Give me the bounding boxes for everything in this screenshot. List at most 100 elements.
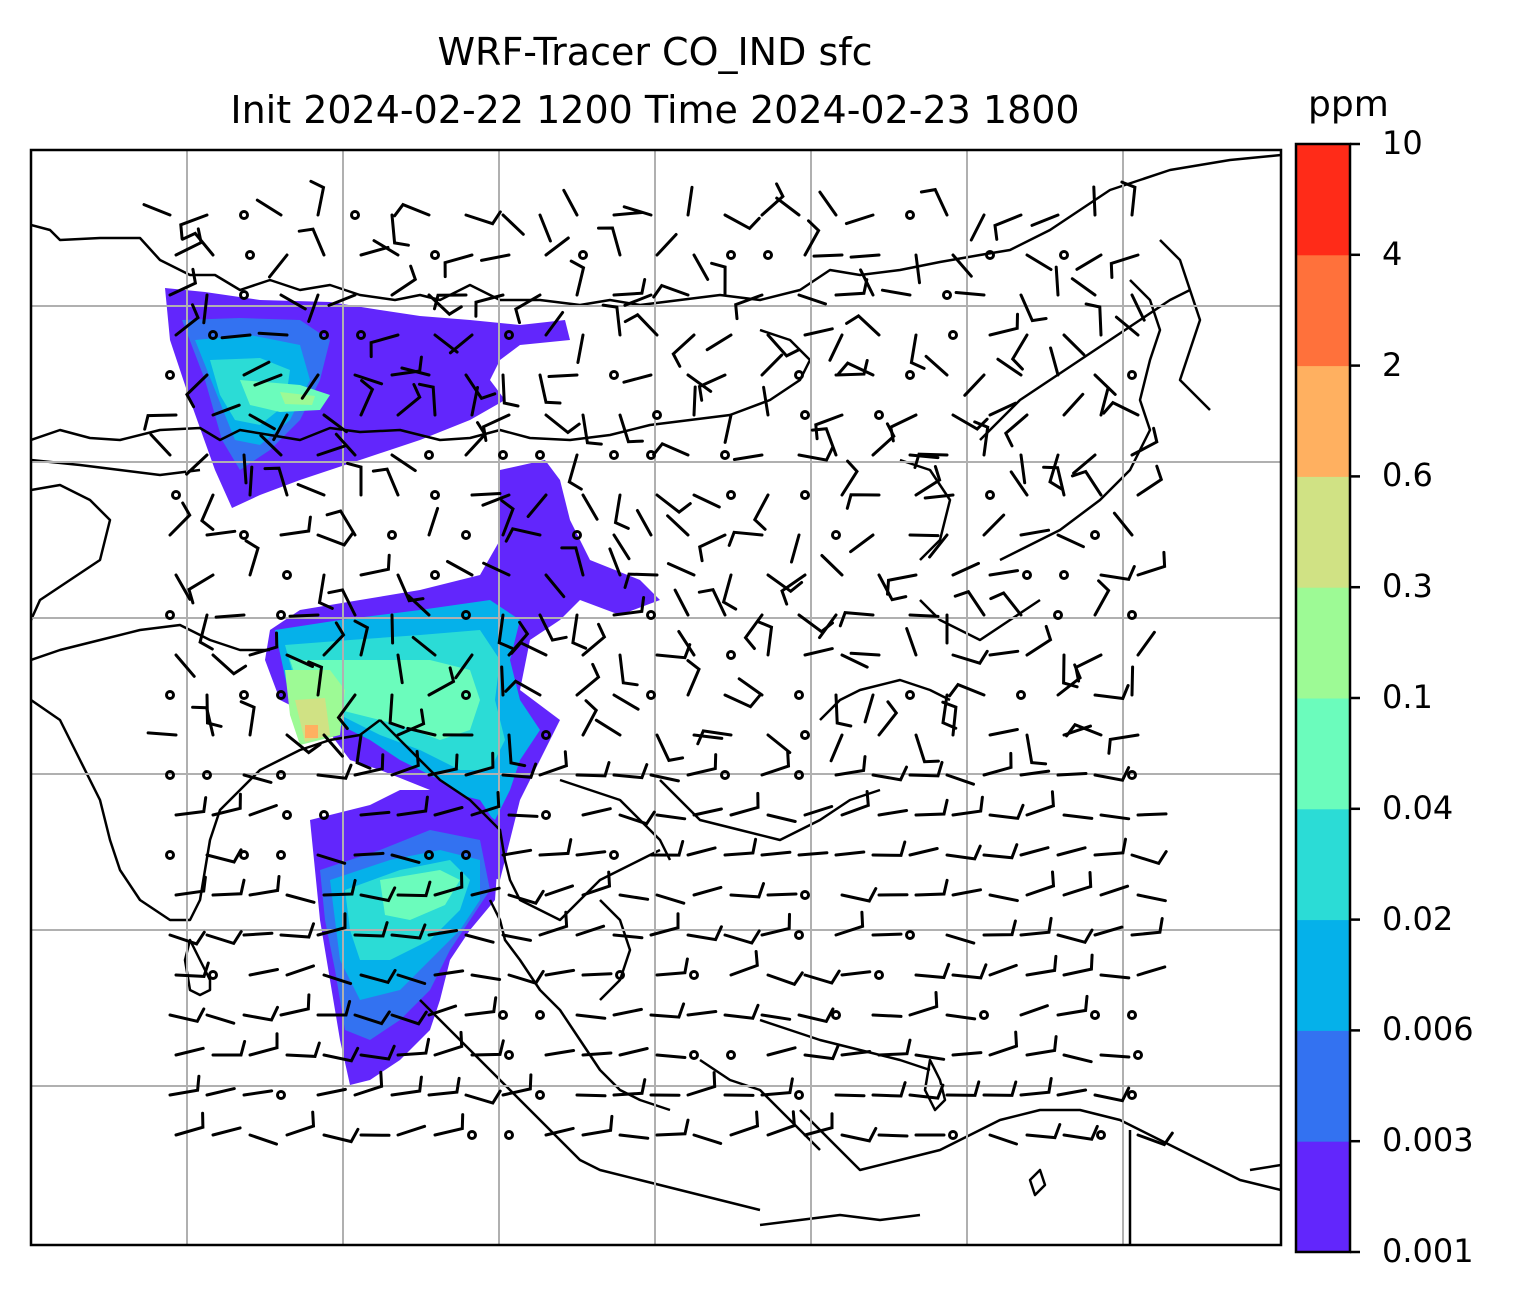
wind-barb — [655, 643, 692, 660]
wind-barb — [390, 355, 423, 377]
wind-barb — [569, 259, 586, 297]
wind-barb — [877, 573, 908, 602]
wind-barb — [501, 762, 538, 779]
wind-barb — [849, 651, 881, 657]
wind-barb — [766, 813, 797, 823]
wind-barb — [464, 1089, 502, 1105]
wind-barb — [982, 751, 1013, 777]
wind-barb — [272, 413, 289, 442]
calm-wind-marker — [1016, 690, 1026, 700]
calm-wind-marker — [276, 850, 286, 860]
wind-barb — [257, 331, 289, 337]
calm-wind-marker — [646, 610, 656, 620]
calm-wind-marker — [615, 970, 625, 980]
wind-barb — [1042, 465, 1066, 497]
wind-barb — [988, 401, 1017, 417]
calm-wind-marker — [430, 570, 440, 580]
wind-barb — [1109, 253, 1140, 279]
wind-barb — [244, 539, 260, 577]
wind-barb — [575, 662, 601, 697]
wind-barb — [1130, 426, 1159, 457]
wind-barb — [871, 1013, 903, 1018]
wind-barb — [334, 432, 357, 457]
wind-barb — [187, 573, 215, 605]
wind-barb — [859, 268, 875, 297]
wind-barb — [1102, 400, 1140, 417]
wind-barb — [474, 293, 505, 318]
wind-barb — [211, 653, 248, 676]
wind-barb — [618, 893, 650, 901]
wind-barb — [734, 293, 764, 321]
wind-barb — [390, 613, 395, 645]
calm-wind-marker — [689, 970, 699, 980]
wind-barb — [316, 763, 353, 780]
wind-barb — [945, 1080, 981, 1097]
wind-barb — [838, 611, 875, 628]
calm-wind-marker — [948, 1130, 958, 1140]
wind-barb — [743, 613, 764, 650]
calm-wind-marker — [208, 970, 218, 980]
wind-barb — [544, 236, 570, 257]
wind-barb — [652, 441, 690, 457]
wind-barb — [581, 870, 612, 897]
wind-barb — [390, 213, 410, 247]
calm-wind-marker — [794, 370, 804, 380]
wind-barb — [837, 361, 875, 377]
colorbar-segment — [1296, 144, 1350, 256]
wind-barb — [1065, 722, 1103, 738]
wind-barb — [355, 733, 372, 770]
wind-barb — [1019, 293, 1048, 323]
wind-barb — [655, 233, 678, 257]
wind-barb — [507, 889, 545, 905]
wind-barb — [211, 878, 246, 897]
wind-barb — [803, 219, 821, 257]
wind-barb — [871, 765, 908, 782]
wind-barb — [316, 532, 354, 547]
wind-barb — [1136, 893, 1167, 903]
wind-barb — [353, 851, 385, 857]
wind-barb — [760, 1077, 794, 1097]
wind-barb — [1019, 769, 1051, 777]
wind-barb — [1049, 346, 1060, 377]
wind-barb — [760, 912, 791, 937]
calm-wind-marker — [794, 1090, 804, 1100]
wind-barb — [692, 253, 710, 281]
calm-wind-marker — [652, 410, 662, 420]
wind-barb — [581, 493, 599, 521]
colorbar-tick-label: 0.003 — [1382, 1121, 1474, 1160]
wind-barb — [914, 1053, 946, 1061]
wind-barb — [1025, 733, 1048, 766]
wind-barb — [285, 964, 315, 977]
wind-barb — [849, 253, 881, 259]
wind-barb — [239, 700, 256, 737]
wind-barb — [812, 253, 844, 258]
wind-barb — [597, 226, 622, 257]
wind-barb — [285, 1110, 316, 1137]
wind-barb — [538, 750, 568, 777]
calm-wind-marker — [319, 330, 329, 340]
colorbar-tick-label: 0.006 — [1382, 1010, 1474, 1049]
wind-barb — [613, 493, 630, 530]
wind-barb — [914, 733, 940, 764]
calm-wind-marker — [794, 690, 804, 700]
wind-barb — [723, 413, 733, 444]
wind-barb — [427, 506, 440, 537]
wind-barb — [464, 933, 495, 944]
wind-barb — [886, 573, 918, 596]
wind-barb — [1112, 511, 1134, 537]
wind-barb — [618, 653, 639, 687]
colorbar-segment — [1296, 1030, 1350, 1142]
wind-barb — [766, 333, 801, 358]
wind-barb — [612, 1007, 643, 1017]
calm-wind-marker — [800, 490, 810, 500]
wind-barb — [649, 912, 680, 937]
wind-barb — [1025, 253, 1053, 271]
wind-barb — [205, 693, 223, 728]
wind-barb — [1019, 916, 1053, 937]
wind-barb — [433, 969, 465, 977]
wind-barb — [692, 807, 723, 817]
wind-barb — [732, 453, 764, 461]
wind-barb — [945, 933, 976, 945]
calm-wind-marker — [800, 410, 810, 420]
